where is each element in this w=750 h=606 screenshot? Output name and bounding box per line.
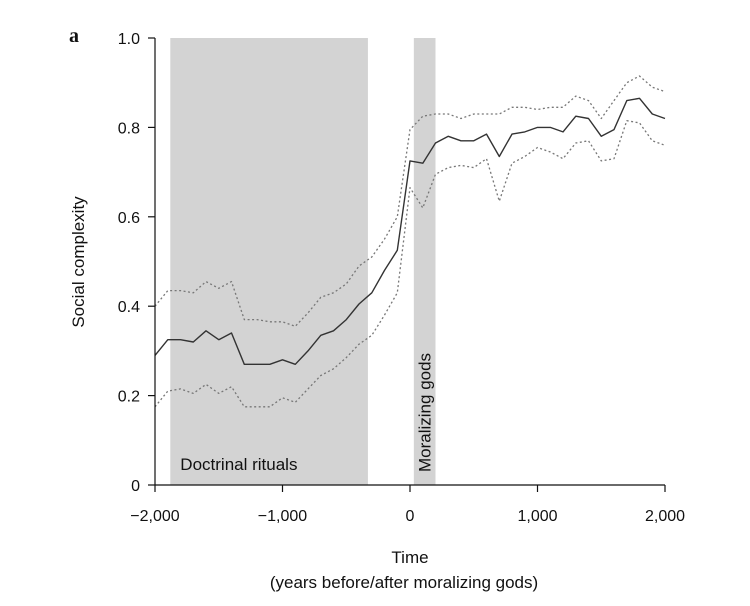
- x-axis-title: Time: [391, 548, 428, 567]
- series-line-upper-bound: [154, 75, 666, 327]
- region-label-moralizing-gods: Moralizing gods: [416, 353, 435, 472]
- x-tick-label: −1,000: [258, 508, 307, 525]
- y-tick-label: 0: [131, 478, 140, 495]
- x-ticks: −2,000 −1,000 0 1,000 2,000: [130, 485, 685, 525]
- region-label-doctrinal-rituals: Doctrinal rituals: [180, 455, 297, 474]
- y-tick-label: 0.6: [118, 210, 140, 227]
- y-axis-title: Social complexity: [69, 196, 88, 328]
- y-tick-label: 0.2: [118, 389, 140, 406]
- panel-label: a: [69, 25, 79, 47]
- x-tick-label: 1,000: [517, 508, 557, 525]
- x-tick-label: −2,000: [130, 508, 179, 525]
- y-tick-label: 0.8: [118, 120, 140, 137]
- shaded-regions: Doctrinal rituals Moralizing gods: [170, 38, 436, 485]
- series-line-lower-bound: [154, 120, 666, 408]
- shaded-region-doctrinal-rituals: [170, 38, 368, 485]
- y-tick-label: 1.0: [118, 31, 140, 48]
- shaded-region-moralizing-gods: [413, 38, 436, 485]
- series-group: [154, 75, 666, 408]
- y-tick-label: 0.4: [118, 299, 140, 316]
- x-tick-label: 0: [406, 508, 415, 525]
- series-line-mean: [154, 97, 666, 365]
- x-tick-label: 2,000: [645, 508, 685, 525]
- y-ticks: 0 0.2 0.4 0.6 0.8 1.0: [118, 31, 155, 495]
- x-axis-subtitle: (years before/after moralizing gods): [270, 573, 538, 592]
